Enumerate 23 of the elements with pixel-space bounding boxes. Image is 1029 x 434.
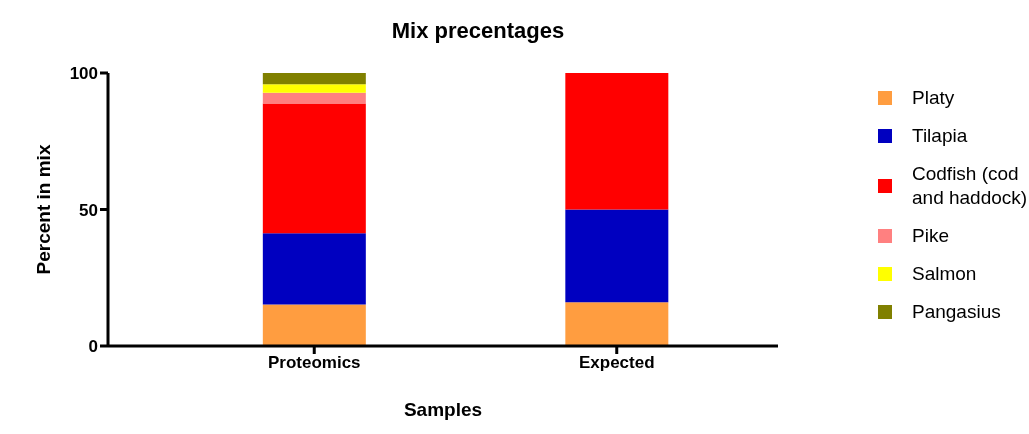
x-axis-title: Samples <box>403 399 483 420</box>
bar <box>262 84 366 93</box>
bar <box>262 92 366 104</box>
legend-label: Platy <box>912 86 955 110</box>
y-tick-label: 100 <box>69 64 98 84</box>
legend-label: Pike <box>912 224 949 248</box>
bar <box>262 73 366 85</box>
y-tick-label: 50 <box>79 200 98 220</box>
bar <box>565 302 669 346</box>
bar <box>565 209 669 303</box>
chart-title: Mix precentages <box>390 18 566 44</box>
legend-label: Pangasius <box>912 300 1001 324</box>
bar <box>262 304 366 346</box>
y-axis-title: Percent in mix <box>32 144 54 275</box>
legend-label: Codfish (cod and haddock) <box>912 162 1028 210</box>
bar <box>262 103 366 234</box>
x-tick-label: Proteomics <box>267 353 361 373</box>
bar <box>565 73 669 210</box>
bar <box>262 233 366 305</box>
legend-label: Salmon <box>912 262 977 286</box>
x-tick-label: Expected <box>578 353 655 373</box>
y-tick-label: 0 <box>88 337 98 357</box>
legend-label: Tilapia <box>912 124 968 148</box>
